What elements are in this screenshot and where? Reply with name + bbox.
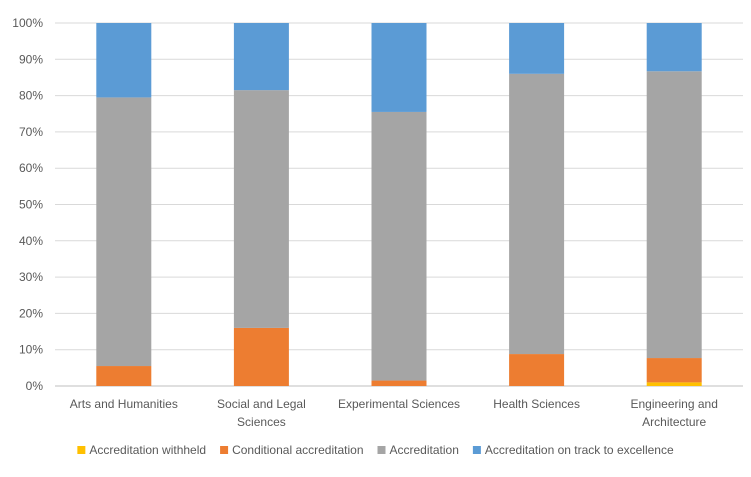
x-axis-category-labels: Arts and Humanities Social and Legal Scien… — [70, 397, 718, 429]
legend-label: Accreditation on track to excellence — [485, 443, 674, 457]
x-category-label: Sciences — [237, 415, 286, 429]
bar-segment — [509, 23, 565, 74]
bar-segment — [96, 366, 152, 386]
y-tick-label: 50% — [19, 198, 43, 212]
legend-swatch — [77, 446, 86, 454]
x-category-label: Arts and Humanities — [70, 397, 178, 411]
legend-swatch — [220, 446, 229, 454]
legend-label: Conditional accreditation — [232, 443, 363, 457]
bar-segment — [233, 90, 289, 328]
bar-segment — [371, 23, 427, 112]
legend-item: Accreditation withheld — [77, 443, 206, 457]
bar-segment — [233, 327, 289, 386]
legend-item: Conditional accreditation — [220, 443, 364, 457]
y-tick-label: 20% — [19, 306, 43, 320]
x-category-label: Engineering and — [630, 397, 717, 411]
legend-swatch — [472, 446, 481, 454]
x-category-label: Experimental Sciences — [338, 397, 460, 411]
y-tick-label: 60% — [19, 161, 43, 175]
bar-segment — [233, 23, 289, 91]
x-category-label: Health Sciences — [493, 397, 580, 411]
bar-segment — [646, 23, 702, 72]
y-tick-label: 70% — [19, 125, 43, 139]
x-category-label: Architecture — [642, 415, 706, 429]
y-tick-label: 40% — [19, 234, 43, 248]
bar-segment — [646, 358, 702, 383]
legend-label: Accreditation withheld — [89, 443, 206, 457]
y-tick-label: 80% — [19, 89, 43, 103]
legend-label: Accreditation — [390, 443, 459, 457]
x-category-label: Social and Legal — [217, 397, 306, 411]
bar-segment — [371, 380, 427, 386]
y-tick-label: 100% — [12, 16, 43, 30]
legend: Accreditation withheld Conditional accred… — [77, 443, 674, 457]
bar-segment — [646, 382, 702, 386]
legend-swatch — [377, 446, 386, 454]
bar-segment — [646, 71, 702, 359]
bar-segment — [509, 354, 565, 386]
legend-item: Accreditation — [377, 443, 459, 457]
y-axis-tick-labels: 0% 10% 20% 30% 40% 50% 60% 70% 80% 90% 100% — [12, 16, 43, 393]
y-tick-label: 30% — [19, 270, 43, 284]
y-tick-label: 90% — [19, 52, 43, 66]
legend-item: Accreditation on track to excellence — [472, 443, 674, 457]
bar-segment — [96, 23, 152, 98]
y-tick-label: 10% — [19, 343, 43, 357]
bar-segment — [371, 111, 427, 381]
bar-segment — [509, 73, 565, 355]
y-tick-label: 0% — [26, 379, 44, 393]
bars — [96, 23, 702, 386]
bar-segment — [96, 97, 152, 367]
